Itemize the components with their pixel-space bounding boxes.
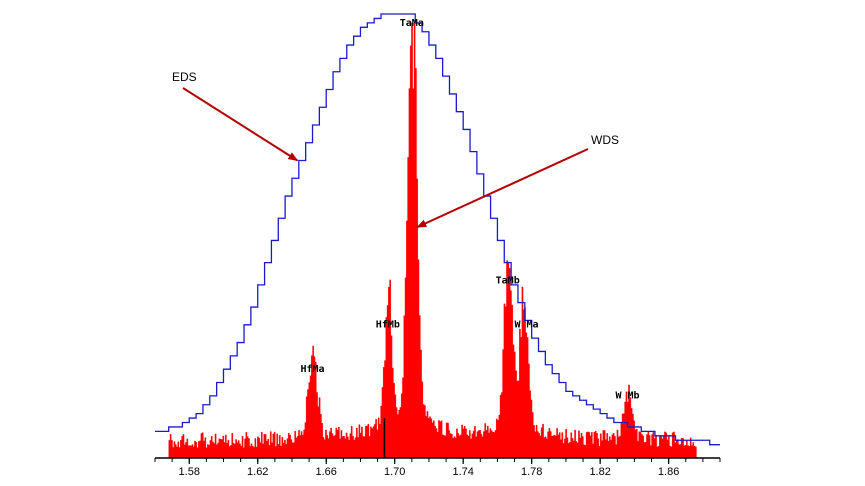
x-axis: 1.58 1.62 1.66 1.70 1.74 1.78 1.82 1.86 <box>154 457 721 478</box>
peak-label: TaMb <box>496 275 520 286</box>
peak-label: W Mb <box>615 391 639 402</box>
wds-spectrum <box>168 22 697 459</box>
eds-step-line <box>155 13 720 446</box>
eds-callout-label: EDS <box>172 70 197 84</box>
wds-callout-label: WDS <box>591 133 619 147</box>
peak-label: HfMa <box>300 364 324 375</box>
x-tick-label: 1.66 <box>316 466 337 478</box>
x-tick-label: 1.70 <box>384 466 405 478</box>
x-tick-label: 1.58 <box>179 466 200 478</box>
x-tick-label: 1.62 <box>247 466 268 478</box>
x-tick-label: 1.86 <box>658 466 679 478</box>
peak-label: HfMb <box>376 320 400 331</box>
wds-callout-arrow <box>416 148 589 229</box>
peak-labels: TaMa HfMb HfMa TaMb W Ma W Mb <box>300 18 639 402</box>
x-tick-label: 1.74 <box>452 466 473 478</box>
callouts: EDS WDS <box>172 70 619 229</box>
eds-spectrum <box>155 13 720 446</box>
x-tick-label: 1.82 <box>589 466 610 478</box>
eds-callout-arrow <box>182 87 299 162</box>
x-tick-label: 1.78 <box>521 466 542 478</box>
wds-histogram-bars <box>168 22 697 459</box>
peak-label: TaMa <box>400 18 424 29</box>
peak-label: W Ma <box>514 320 538 331</box>
